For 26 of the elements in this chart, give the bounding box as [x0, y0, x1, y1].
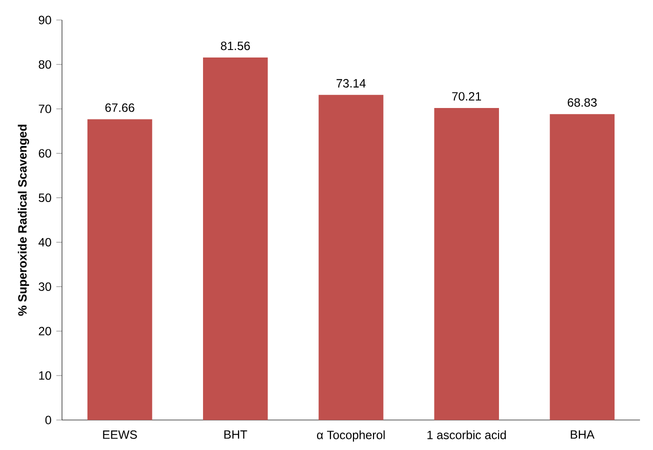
- y-tick-label: 10: [39, 371, 52, 380]
- x-tick-label: α Tocopherol: [317, 430, 385, 442]
- data-label: 70.21: [452, 92, 482, 101]
- data-label: 81.56: [220, 42, 250, 50]
- bar: [318, 94, 384, 420]
- data-label: 73.14: [336, 79, 366, 88]
- y-axis-title: % Superoxide Radical Scavenged: [18, 124, 30, 316]
- y-tick-label: 0: [45, 416, 52, 424]
- y-tick-label: 60: [38, 149, 52, 158]
- x-tick-label: EEWS: [103, 430, 137, 439]
- y-tick-label: 30: [38, 282, 52, 291]
- y-tick-label: 50: [38, 194, 52, 202]
- y-tick-label: 40: [38, 238, 52, 246]
- data-label: 67.66: [105, 103, 134, 112]
- y-tick-label: 20: [38, 326, 52, 336]
- y-tick-label: 80: [38, 60, 52, 69]
- x-tick-label: 1 ascorbic acid: [428, 430, 506, 440]
- bar: [87, 119, 152, 420]
- x-tick-label: BHT: [224, 430, 248, 439]
- x-tick-label: BHA: [570, 430, 595, 439]
- bar: [203, 58, 268, 420]
- bar: [550, 114, 615, 420]
- data-label: 68.83: [568, 98, 597, 107]
- bar: [434, 108, 499, 420]
- y-tick-label: 90: [38, 16, 52, 24]
- y-tick-label: 70: [38, 104, 52, 114]
